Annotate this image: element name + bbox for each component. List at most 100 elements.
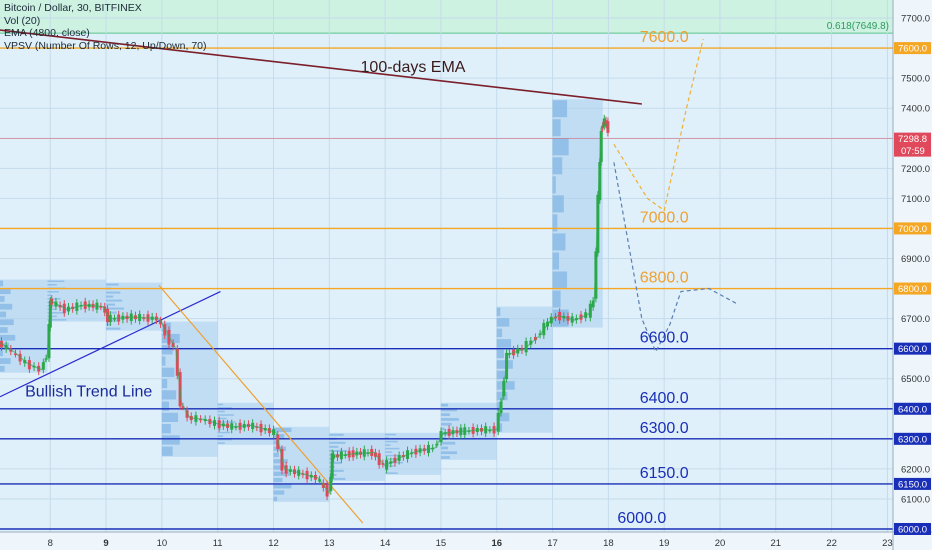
price-tag-bg bbox=[894, 522, 931, 535]
price-tag-7000.0: 7000.0 bbox=[898, 224, 927, 235]
symbol-title[interactable]: Bitcoin / Dollar, 30, BITFINEX bbox=[4, 2, 142, 14]
volume-profile-bar bbox=[161, 356, 166, 366]
annotations: 0.618(7649.8) 7600.0 7000.0 6800.0 6600.0 640… bbox=[25, 21, 889, 527]
volume-profile-bar bbox=[47, 284, 57, 286]
volume-profile-bar bbox=[496, 339, 512, 348]
candles bbox=[0, 114, 610, 501]
volume-profile-bar bbox=[385, 433, 396, 436]
x-tick-label: 12 bbox=[268, 538, 279, 549]
candle-body bbox=[602, 118, 606, 127]
x-tick-label: 19 bbox=[659, 538, 670, 549]
level-label-6150.0: 6150.0 bbox=[640, 465, 689, 482]
volume-profile-bar bbox=[273, 465, 281, 470]
level-label-6400.0: 6400.0 bbox=[640, 390, 689, 407]
y-axis-area bbox=[893, 0, 932, 550]
vpsv-indicator-label[interactable]: VPSV (Number Of Rows, 12, Up/Down, 70) bbox=[4, 39, 207, 52]
candle-body bbox=[99, 306, 103, 308]
price-tag-bg bbox=[894, 342, 931, 355]
volume-profile-bar bbox=[106, 323, 112, 326]
volume-profile-bar bbox=[161, 333, 180, 344]
volume-profile-bar bbox=[496, 391, 508, 401]
volume-indicator-label[interactable]: Vol (20) bbox=[4, 14, 41, 27]
volume-profile-bar bbox=[329, 469, 344, 472]
volume-profile-bar bbox=[106, 295, 114, 298]
fib-zone bbox=[0, 0, 893, 34]
level-label-7600.0: 7600.0 bbox=[640, 29, 689, 46]
volume-profile-bar bbox=[161, 435, 180, 445]
volume-profile-bar bbox=[385, 472, 398, 474]
price-tag-bg bbox=[894, 42, 931, 55]
volume-profile-bar bbox=[385, 440, 398, 443]
volume-profile-bar bbox=[217, 410, 225, 413]
volume-profile-bar bbox=[440, 456, 450, 459]
volume-profile-bar bbox=[385, 451, 393, 453]
x-axis-area bbox=[0, 532, 932, 550]
volume-profile-bar bbox=[496, 328, 503, 338]
volume-profile-bar bbox=[0, 288, 11, 295]
horizontal-levels[interactable] bbox=[0, 47, 893, 530]
volume-profile-bar bbox=[217, 431, 231, 434]
volume-profile-bar bbox=[440, 408, 458, 412]
ema-line[interactable] bbox=[0, 29, 642, 105]
candle-body bbox=[47, 324, 51, 359]
volume-profile-bar bbox=[47, 280, 65, 283]
bullish-trend-line[interactable] bbox=[0, 291, 221, 398]
candle-body bbox=[330, 453, 334, 479]
volume-profile-bar bbox=[106, 319, 119, 322]
volume-profile-bar bbox=[47, 319, 67, 321]
y-tick-label: 6700.0 bbox=[901, 314, 930, 325]
x-tick-label: 13 bbox=[324, 538, 335, 549]
price-tag-bg bbox=[894, 402, 931, 415]
volume-profile-bar bbox=[496, 412, 510, 422]
drawn-lines[interactable] bbox=[0, 29, 737, 524]
volume-profile-bar bbox=[385, 458, 395, 460]
price-tag-6800.0: 6800.0 bbox=[898, 284, 927, 295]
volume-profile-bar bbox=[496, 318, 510, 327]
volume-profile-bar bbox=[217, 438, 233, 441]
x-tick-label: 20 bbox=[715, 538, 726, 549]
fib-label: 0.618(7649.8) bbox=[827, 21, 889, 32]
y-tick-label: 7100.0 bbox=[901, 194, 930, 205]
bearish-trend-line[interactable] bbox=[158, 285, 364, 524]
volume-profile-bar bbox=[0, 365, 5, 372]
volume-profile-bar bbox=[273, 496, 278, 501]
volume-profile-bar bbox=[496, 381, 515, 390]
volume-profile-bar bbox=[440, 422, 452, 426]
price-tag-6600.0: 6600.0 bbox=[898, 344, 927, 355]
candle-body bbox=[488, 429, 492, 432]
y-tick-label: 6500.0 bbox=[901, 374, 930, 385]
ema-label: 100-days EMA bbox=[361, 59, 466, 76]
volume-profile-bar bbox=[0, 296, 5, 302]
volume-profile-bar bbox=[496, 349, 504, 359]
current-price-tag: 7298.8 bbox=[898, 134, 927, 145]
volume-profile-bar bbox=[273, 490, 285, 495]
volume-profile-bar bbox=[496, 370, 506, 380]
volume-profile-bar bbox=[217, 403, 224, 406]
price-tag-6400.0: 6400.0 bbox=[898, 404, 927, 415]
volume-profile-bar bbox=[161, 412, 179, 423]
volume-profile-bar bbox=[47, 294, 52, 297]
volume-profile-bar bbox=[273, 484, 292, 489]
volume-profile-bar bbox=[0, 327, 8, 333]
price-tag-bg bbox=[894, 432, 931, 445]
volume-profile-bar bbox=[106, 307, 124, 310]
volume-profile-bar bbox=[329, 433, 344, 436]
level-label-6800.0: 6800.0 bbox=[640, 270, 689, 287]
volume-profile-bar bbox=[0, 358, 11, 364]
volume-profile-bar bbox=[217, 407, 233, 409]
volume-profile-box bbox=[0, 279, 48, 373]
candle-body bbox=[13, 353, 17, 355]
x-tick-label: 15 bbox=[436, 538, 447, 549]
ema-indicator-label[interactable]: EMA (4800, close) bbox=[4, 27, 90, 39]
y-tick-label: 7500.0 bbox=[901, 74, 930, 85]
x-tick-label: 23 bbox=[882, 538, 893, 549]
volume-profile-bar bbox=[440, 451, 458, 455]
candle-body bbox=[601, 125, 605, 129]
volume-profile-bar bbox=[0, 319, 14, 326]
volume-profile-bar bbox=[329, 461, 342, 464]
y-tick-label: 7200.0 bbox=[901, 164, 930, 175]
x-tick-label: 18 bbox=[603, 538, 614, 549]
volume-profile-bar bbox=[161, 367, 175, 377]
